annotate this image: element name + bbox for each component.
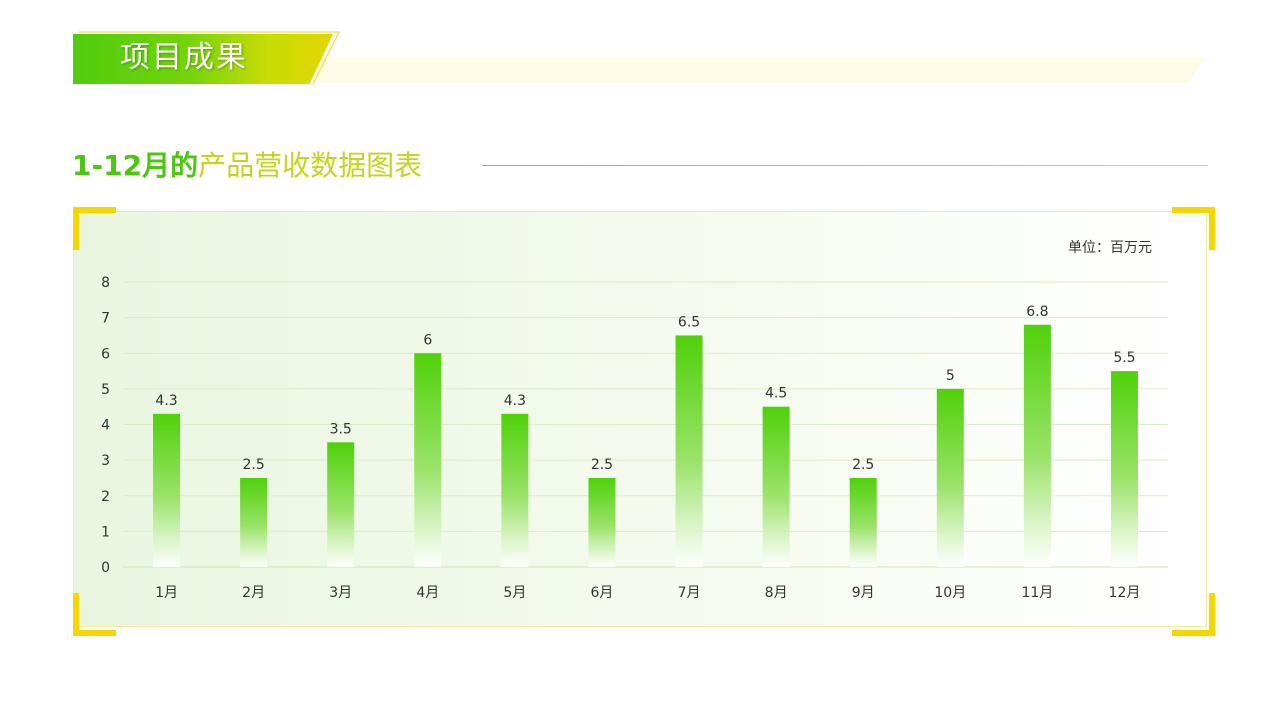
bar <box>153 413 181 567</box>
x-tick-label: 11月 <box>1021 585 1053 601</box>
page-title: 项目成果 <box>120 40 248 75</box>
corner-bracket-top-right <box>1172 207 1215 250</box>
x-tick-label: 3月 <box>329 585 352 601</box>
grid-layer <box>123 281 1168 568</box>
bar <box>240 477 268 567</box>
header-strip <box>318 58 1204 83</box>
bar <box>675 335 703 567</box>
data-label: 6.5 <box>678 314 700 330</box>
corner-bracket-bottom-right <box>1172 593 1215 636</box>
chart-title: 1-12月的产品营收数据图表 <box>72 146 422 186</box>
y-tick-label: 1 <box>101 524 110 540</box>
data-label: 6.8 <box>1026 304 1048 320</box>
corner-bracket-bottom-left <box>73 593 116 636</box>
data-label: 2.5 <box>852 457 874 473</box>
chart-title-part2: 产品营收数据图表 <box>198 149 423 182</box>
x-tick-label: 8月 <box>765 585 788 601</box>
data-label: 4.3 <box>155 393 177 409</box>
y-tick-label: 3 <box>101 453 110 469</box>
y-tick-label: 7 <box>101 311 110 327</box>
bar <box>588 477 616 567</box>
chart-title-part1: 1-12月的 <box>72 149 199 182</box>
y-tick-label: 8 <box>101 275 110 291</box>
bar <box>1110 371 1138 567</box>
y-tick-label: 2 <box>101 489 110 505</box>
data-label: 6 <box>423 332 432 348</box>
bar <box>936 388 964 567</box>
label-layer: 0 1 2 3 4 5 6 7 8 4.3 1月 2.5 2月 3.5 3月 6 4月 4.3 5月 2.5 6月 6.5… <box>101 275 1140 601</box>
corner-bracket-top-left <box>73 207 116 250</box>
bar <box>414 353 442 567</box>
data-label: 2.5 <box>242 457 264 473</box>
x-tick-label: 12月 <box>1109 585 1141 601</box>
data-label: 3.5 <box>330 421 352 437</box>
data-label: 5.5 <box>1113 350 1135 366</box>
x-tick-label: 5月 <box>503 585 526 601</box>
bar <box>1023 324 1051 567</box>
data-label: 4.3 <box>504 393 526 409</box>
data-label: 4.5 <box>765 386 787 402</box>
bar <box>501 413 529 567</box>
y-tick-label: 4 <box>101 418 110 434</box>
y-tick-label: 0 <box>101 560 110 576</box>
y-tick-label: 6 <box>101 346 110 362</box>
x-tick-label: 6月 <box>590 585 613 601</box>
x-tick-label: 7月 <box>678 585 701 601</box>
bar <box>762 406 790 567</box>
title-divider <box>482 165 1208 166</box>
x-tick-label: 1月 <box>155 585 178 601</box>
x-tick-label: 2月 <box>242 585 265 601</box>
x-tick-label: 9月 <box>852 585 875 601</box>
bar <box>849 477 877 567</box>
x-tick-label: 10月 <box>934 585 966 601</box>
y-tick-label: 5 <box>101 382 110 398</box>
header-banner <box>73 34 333 84</box>
data-label: 2.5 <box>591 457 613 473</box>
x-tick-label: 4月 <box>416 585 439 601</box>
unit-label: 单位：百万元 <box>1068 240 1152 256</box>
bar-layer <box>153 324 1138 567</box>
data-label: 5 <box>946 368 955 384</box>
bar <box>327 442 355 567</box>
